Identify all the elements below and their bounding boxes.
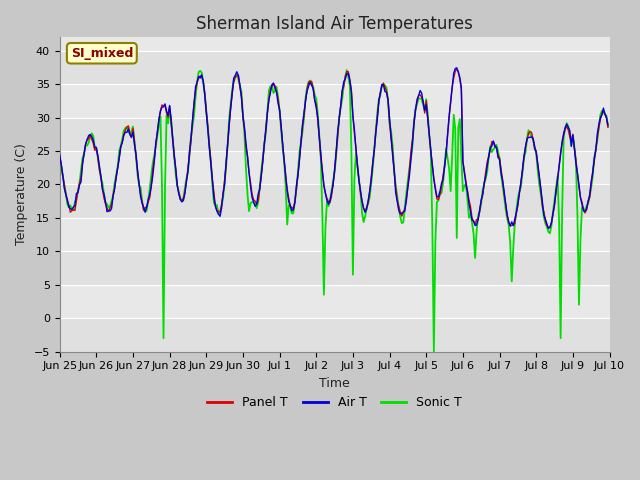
Bar bbox=[60, 318, 609, 351]
Bar bbox=[60, 151, 609, 184]
Bar bbox=[60, 285, 609, 318]
Bar bbox=[60, 51, 609, 84]
Y-axis label: Temperature (C): Temperature (C) bbox=[15, 144, 28, 245]
Bar bbox=[60, 251, 609, 285]
Title: Sherman Island Air Temperatures: Sherman Island Air Temperatures bbox=[196, 15, 473, 33]
Legend: Panel T, Air T, Sonic T: Panel T, Air T, Sonic T bbox=[202, 391, 467, 414]
X-axis label: Time: Time bbox=[319, 377, 350, 390]
Text: SI_mixed: SI_mixed bbox=[70, 47, 133, 60]
Bar bbox=[60, 118, 609, 151]
Bar bbox=[60, 184, 609, 218]
Bar bbox=[60, 218, 609, 251]
Bar bbox=[60, 84, 609, 118]
